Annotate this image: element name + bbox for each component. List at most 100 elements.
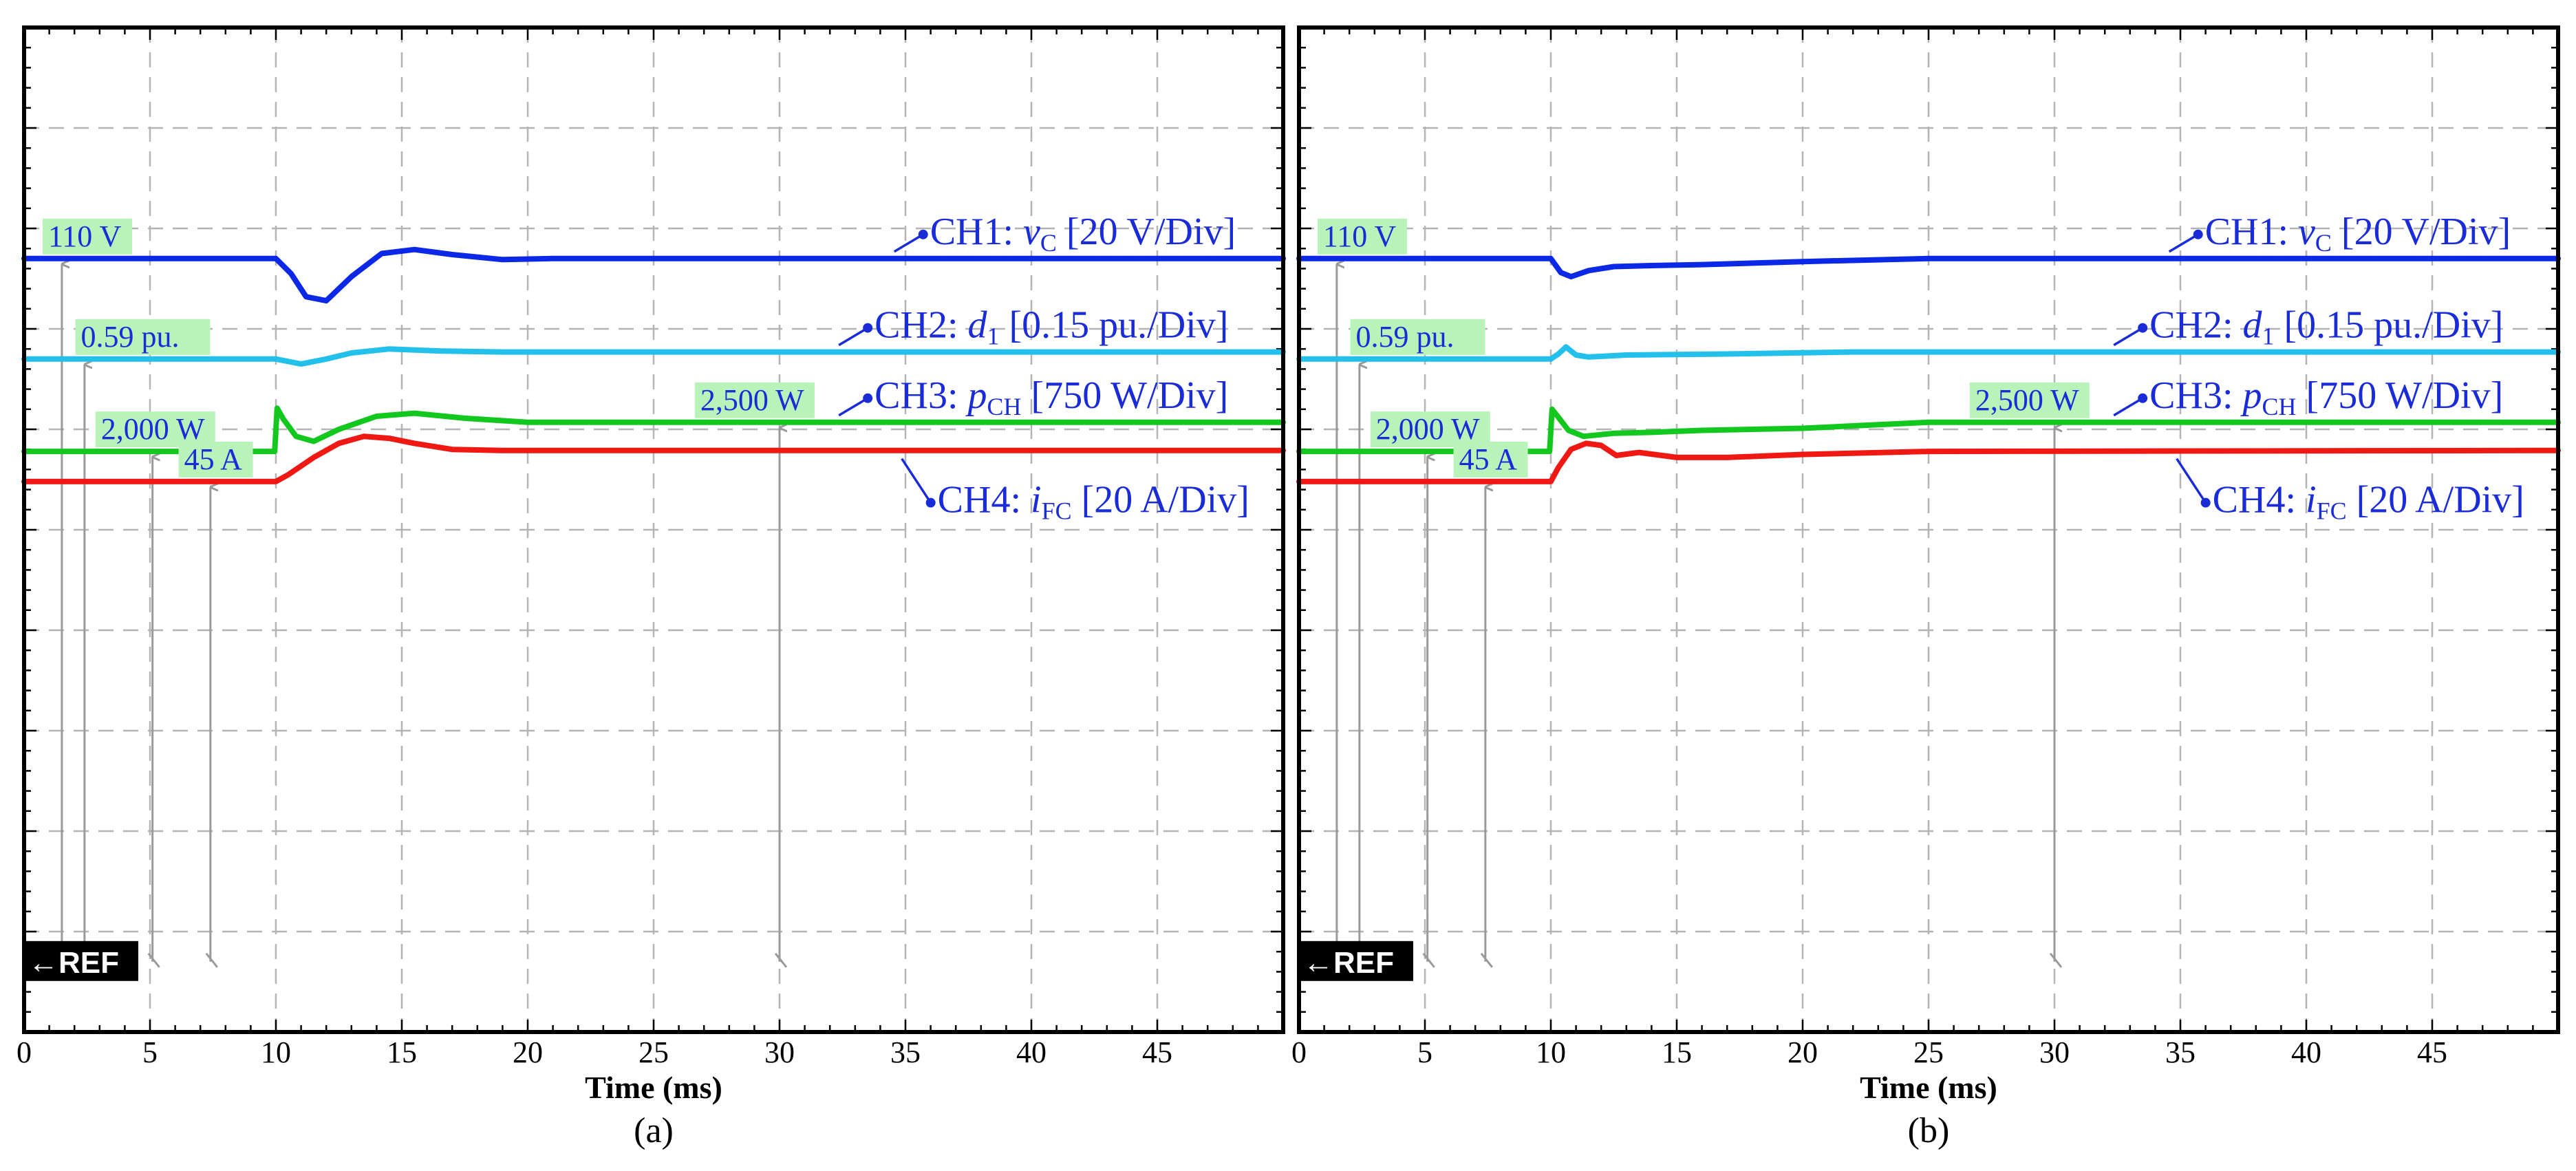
value-label-bg — [75, 319, 211, 355]
value-arrow-tail — [2049, 952, 2063, 968]
x-tick-label: 15 — [387, 1035, 417, 1069]
x-tick-label: 25 — [638, 1035, 669, 1069]
value-label: 45 A — [184, 442, 243, 476]
x-tick-label: 30 — [764, 1035, 795, 1069]
value-label: 0.59 pu. — [1356, 320, 1455, 354]
channel-pointer — [2176, 458, 2207, 504]
value-arrow-tail — [1480, 952, 1494, 968]
grid — [24, 28, 1283, 1032]
trace-ch2 — [1296, 344, 2561, 362]
channel-pointer — [838, 327, 869, 347]
channel-labels: CH1: vC [20 V/Div] CH2: d1 [0.15 pu./Div]… — [2113, 211, 2524, 525]
channel-pointer — [893, 233, 924, 253]
value-arrows — [1331, 264, 2063, 968]
value-label-bg — [1969, 382, 2090, 418]
x-axis-title: Time (ms) — [585, 1070, 722, 1105]
value-arrow-tail — [147, 952, 160, 968]
ref-marker-bg — [1298, 941, 1413, 981]
x-tick-labels: 0 5 10 15 20 25 30 35 40 45 — [1291, 1035, 2447, 1069]
panel-caption: (b) — [1908, 1111, 1950, 1150]
channel-label-ch2: CH2: d1 [0.15 pu./Div] — [874, 304, 1228, 350]
ref-marker: ←REF — [28, 946, 119, 980]
channel-pointer-dot — [863, 323, 873, 333]
value-arrow-tail — [774, 952, 788, 968]
value-arrow-tail — [1422, 952, 1435, 968]
panel-b: 110 V 0.59 pu. 2,500 W 2,000 W45 A CH1: vC [… — [1291, 25, 2561, 1150]
channel-pointer — [838, 397, 869, 417]
channel-label-ch3: CH3: pCH [750 W/Div] — [874, 374, 1228, 420]
value-label: 2,000 W — [101, 412, 205, 446]
x-tick-label: 40 — [1016, 1035, 1046, 1069]
panel-a: 110 V 0.59 pu. 2,500 W 2,000 W45 A CH1: vC [… — [17, 25, 1286, 1150]
traces — [21, 246, 1286, 484]
value-labels: 110 V 0.59 pu. 2,500 W 2,000 W45 A — [1317, 218, 2090, 477]
channel-pointer-dot — [2138, 393, 2148, 403]
channel-label-ch3: CH3: pCH [750 W/Div] — [2149, 374, 2503, 420]
value-label: 2,500 W — [700, 383, 804, 417]
grid — [1299, 28, 2558, 1032]
value-label: 45 A — [1459, 442, 1518, 476]
channel-pointer — [2168, 233, 2199, 253]
trace-ch3 — [21, 405, 1286, 455]
value-label: 110 V — [48, 219, 122, 253]
trace-ch2 — [21, 346, 1286, 367]
value-label-bg — [1453, 441, 1528, 477]
x-tick-label: 20 — [1788, 1035, 1818, 1069]
x-tick-label: 40 — [2291, 1035, 2321, 1069]
value-arrows — [56, 264, 788, 968]
channel-labels: CH1: vC [20 V/Div] CH2: d1 [0.15 pu./Div]… — [838, 211, 1249, 525]
value-label: 110 V — [1323, 219, 1397, 253]
value-label-bg — [1370, 411, 1490, 448]
plot-frame — [22, 25, 1285, 1034]
x-tick-label: 45 — [2417, 1035, 2447, 1069]
value-label: 0.59 pu. — [81, 320, 180, 354]
trace-ch3 — [1296, 406, 2561, 455]
x-tick-label: 45 — [1142, 1035, 1172, 1069]
channel-pointer-dot — [2138, 323, 2148, 333]
x-tick-labels: 0 5 10 15 20 25 30 35 40 45 — [17, 1035, 1172, 1069]
trace-ch1 — [1296, 255, 2561, 280]
channel-pointer-dot — [918, 229, 928, 239]
traces — [1296, 255, 2561, 484]
channel-pointer — [2113, 327, 2144, 347]
trace-ch4 — [1296, 440, 2561, 484]
channel-pointer-dot — [2193, 229, 2203, 239]
x-tick-label: 30 — [2039, 1035, 2070, 1069]
x-axis-title: Time (ms) — [1860, 1070, 1997, 1105]
channel-pointer-dot — [863, 393, 873, 403]
trace-ch4 — [21, 433, 1286, 484]
x-tick-label: 35 — [890, 1035, 921, 1069]
plot-frame — [1297, 25, 2560, 1034]
x-tick-label: 0 — [17, 1035, 32, 1069]
channel-label-ch2: CH2: d1 [0.15 pu./Div] — [2149, 304, 2503, 350]
channel-pointer — [901, 458, 932, 504]
value-label-bg — [95, 411, 215, 448]
x-tick-label: 10 — [261, 1035, 291, 1069]
channel-pointer-dot — [2200, 497, 2211, 508]
x-tick-label: 15 — [1662, 1035, 1692, 1069]
channel-pointer — [2113, 397, 2144, 417]
value-labels: 110 V 0.59 pu. 2,500 W 2,000 W45 A — [42, 218, 815, 477]
value-label-bg — [42, 218, 132, 255]
x-tick-label: 5 — [142, 1035, 158, 1069]
value-label-bg — [178, 441, 253, 477]
channel-label-ch4: CH4: iFC [20 A/Div] — [938, 479, 1249, 525]
x-tick-label: 25 — [1913, 1035, 1944, 1069]
value-label-bg — [1350, 319, 1485, 355]
panel-caption: (a) — [634, 1111, 674, 1150]
value-label: 2,000 W — [1376, 412, 1480, 446]
value-label: 2,500 W — [1975, 383, 2079, 417]
x-tick-label: 20 — [513, 1035, 543, 1069]
trace-ch1 — [21, 246, 1286, 304]
channel-label-ch4: CH4: iFC [20 A/Div] — [2213, 479, 2524, 525]
ref-marker-bg — [23, 941, 138, 981]
ref-marker: ←REF — [1303, 946, 1394, 980]
channel-label-ch1: CH1: vC [20 V/Div] — [2205, 211, 2511, 257]
channel-label-ch1: CH1: vC [20 V/Div] — [930, 211, 1236, 257]
value-label-bg — [1317, 218, 1407, 255]
x-tick-label: 5 — [1417, 1035, 1432, 1069]
x-tick-label: 0 — [1291, 1035, 1307, 1069]
x-tick-label: 35 — [2165, 1035, 2196, 1069]
